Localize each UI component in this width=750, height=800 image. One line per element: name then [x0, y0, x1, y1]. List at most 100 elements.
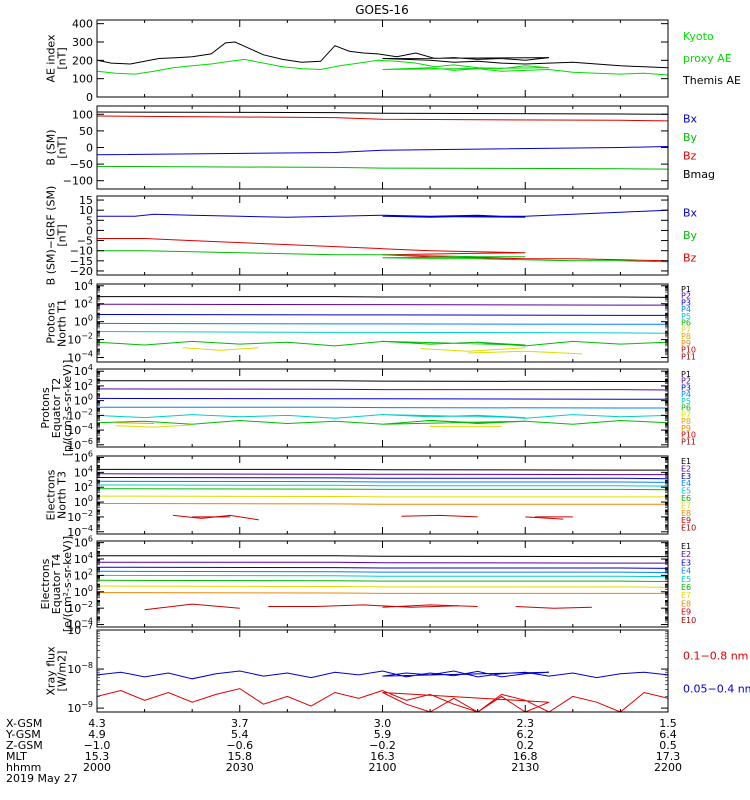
series-e8-line [97, 503, 668, 505]
legend-entry: Bx [683, 113, 698, 126]
y-tick-label: 106 [74, 449, 93, 464]
y-axis-label: Equator T4 [50, 554, 63, 614]
data-segment [716, 349, 750, 353]
y-tick-label: 10−2 [67, 332, 93, 347]
x-axis-value: 16.8 [513, 750, 538, 763]
panel-frame [96, 455, 669, 535]
y-tick-label: 0 [86, 91, 93, 104]
series-by-line [97, 165, 668, 170]
legend-entry: E3 [681, 558, 691, 567]
legend-entry: P1 [681, 370, 691, 379]
y-tick-label: 100 [74, 494, 93, 509]
legend-entry: P2 [681, 292, 691, 301]
series-bx-line [97, 146, 668, 156]
x-axis-value: 2030 [226, 761, 254, 774]
legend-entry: P10 [681, 346, 696, 355]
legend-entry: E9 [681, 608, 691, 617]
y-axis-label: Xray flux [45, 646, 58, 696]
y-axis-label: North T3 [56, 471, 69, 519]
y-tick-label: 0 [86, 224, 93, 237]
y-axis-label: Electrons [45, 469, 58, 520]
y-axis-label: [W/m2] [56, 651, 69, 692]
y-tick-label: 100 [72, 73, 93, 86]
panel-frame [96, 540, 669, 628]
y-tick-label: 15 [79, 194, 93, 207]
legend-entry: Bz [683, 251, 697, 264]
legend-entry: E5 [681, 487, 691, 496]
x-axis-value: 2100 [369, 761, 397, 774]
series-themis-ae-line [97, 41, 668, 77]
x-axis-value: −0.2 [369, 739, 396, 752]
legend-entry: P11 [681, 352, 696, 361]
legend-entry: P11 [681, 437, 696, 446]
legend-entry: P2 [681, 377, 691, 386]
data-segment [468, 350, 583, 355]
y-tick-label: 50 [79, 125, 93, 138]
legend-entry: P5 [681, 312, 691, 321]
legend-entry: E7 [681, 501, 691, 510]
series-e5-line [97, 484, 668, 487]
y-tick-label: 100 [74, 584, 93, 599]
y-axis-label: [nT] [56, 224, 69, 246]
series-p1-line [97, 380, 668, 382]
y-tick-label: 104 [74, 278, 93, 293]
legend-entry: P7 [681, 325, 691, 334]
data-segment [115, 424, 193, 428]
data-segment [173, 514, 259, 521]
legend-entry: E10 [681, 524, 696, 533]
x-axis-value: 15.3 [85, 750, 110, 763]
data-segment [382, 604, 478, 608]
legend-entry: E1 [681, 457, 691, 466]
y-tick-label: 10−2 [67, 509, 93, 524]
date-label: 2019 May 27 [6, 772, 78, 785]
legend-entry: E2 [681, 550, 691, 559]
legend-entry: Bmag [683, 168, 715, 181]
y-tick-label: −10 [70, 245, 93, 258]
series-p4-line [97, 322, 668, 325]
y-tick-label: −5 [77, 235, 93, 248]
series-e4-line [97, 480, 668, 483]
legend-entry: P8 [681, 332, 691, 341]
y-tick-label: −20 [70, 265, 93, 278]
y-tick-label: 300 [72, 36, 93, 49]
legend-entry: 0.1−0.8 nm [683, 650, 748, 663]
y-tick-label: 100 [72, 108, 93, 121]
series-e1-line [97, 555, 668, 558]
data-segment [115, 422, 155, 424]
series-bx-line [97, 207, 668, 218]
y-axis-label: North T1 [56, 299, 69, 347]
series-p4-line [97, 406, 668, 409]
y-tick-label: 10 [79, 204, 93, 217]
legend-entry: P3 [681, 383, 691, 392]
data-segment [420, 347, 526, 352]
x-axis-value: 3.7 [231, 717, 249, 730]
series-0-05-0-4-nm-line [97, 670, 668, 680]
series-e3-line [97, 477, 668, 480]
x-axis-value: 2.3 [517, 717, 535, 730]
x-axis-value: −0.6 [226, 739, 253, 752]
series-e6-line [97, 488, 668, 491]
legend-entry: Bx [683, 206, 698, 219]
series-bz-line [97, 115, 668, 122]
panel-1: 0 100 200 300 400 AE index[nT] Kyoto proxy AE Th… [45, 18, 741, 104]
y-tick-label: −100 [63, 175, 93, 188]
legend-entry: P10 [681, 431, 696, 440]
series-e6-line [97, 579, 668, 582]
series-p3-line [97, 314, 668, 316]
legend-entry: Kyoto [683, 30, 714, 43]
series-p6-line [97, 419, 668, 425]
x-axis-value: 16.3 [370, 750, 395, 763]
legend-entry: E6 [681, 494, 691, 503]
legend-entry: P4 [681, 390, 691, 399]
legend-entry: Bz [683, 149, 697, 162]
y-axis-label: Electrons [39, 558, 52, 609]
legend-entry: proxy AE [683, 52, 732, 65]
x-axis-value: 5.9 [374, 728, 392, 741]
y-tick-label: 0 [86, 142, 93, 155]
legend-entry: E8 [681, 599, 691, 608]
data-segment [182, 347, 259, 351]
series-p5-line [97, 414, 668, 419]
